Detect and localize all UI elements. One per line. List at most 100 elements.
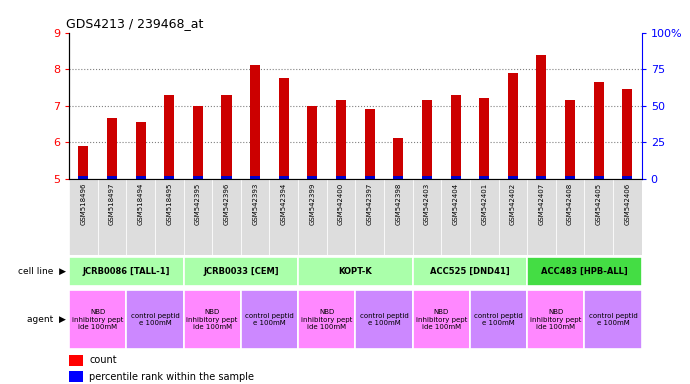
Bar (107, 118, 117, 179)
Bar (613, 179, 642, 255)
Bar (355, 290, 413, 349)
Bar (184, 257, 298, 286)
Bar (527, 179, 556, 255)
Text: GSM542398: GSM542398 (395, 182, 402, 225)
Bar (126, 179, 155, 255)
Bar (135, 122, 146, 179)
Bar (164, 95, 175, 179)
Text: GSM542396: GSM542396 (224, 182, 230, 225)
Text: GSM518496: GSM518496 (80, 182, 86, 225)
Bar (213, 179, 241, 255)
Bar (336, 100, 346, 179)
Bar (364, 175, 375, 179)
Bar (593, 82, 604, 179)
Bar (384, 179, 413, 255)
Text: cell line  ▶: cell line ▶ (17, 267, 66, 276)
Bar (78, 175, 88, 179)
Text: GSM518495: GSM518495 (166, 182, 172, 225)
Bar (155, 179, 184, 255)
Bar (527, 290, 584, 349)
Bar (565, 100, 575, 179)
Bar (336, 175, 346, 179)
Bar (413, 179, 442, 255)
Bar (279, 78, 289, 179)
Text: control peptid
e 100mM: control peptid e 100mM (359, 313, 408, 326)
Bar (69, 290, 126, 349)
Text: GSM542405: GSM542405 (595, 182, 602, 225)
Bar (270, 179, 298, 255)
Bar (135, 175, 146, 179)
Bar (451, 95, 461, 179)
Text: GSM542400: GSM542400 (338, 182, 344, 225)
Text: JCRB0086 [TALL-1]: JCRB0086 [TALL-1] (83, 267, 170, 276)
Bar (622, 89, 633, 179)
Text: agent  ▶: agent ▶ (27, 315, 66, 324)
Bar (107, 175, 117, 179)
Bar (470, 179, 498, 255)
Text: GSM542402: GSM542402 (510, 182, 516, 225)
Bar (622, 175, 633, 179)
Bar (250, 175, 260, 179)
Text: GSM542395: GSM542395 (195, 182, 201, 225)
Bar (307, 175, 317, 179)
Bar (499, 179, 527, 255)
Bar (508, 73, 518, 179)
Text: NBD
inhibitory pept
ide 100mM: NBD inhibitory pept ide 100mM (415, 309, 467, 330)
Text: percentile rank within the sample: percentile rank within the sample (89, 372, 254, 382)
Bar (422, 175, 432, 179)
Bar (279, 175, 289, 179)
Bar (584, 290, 642, 349)
Text: GSM542397: GSM542397 (366, 182, 373, 225)
Text: GSM542394: GSM542394 (281, 182, 287, 225)
Bar (422, 100, 432, 179)
Bar (413, 257, 527, 286)
Bar (69, 257, 184, 286)
Bar (126, 290, 184, 349)
Text: JCRB0033 [CEM]: JCRB0033 [CEM] (203, 267, 279, 276)
Text: GSM518497: GSM518497 (109, 182, 115, 225)
Bar (593, 175, 604, 179)
Bar (536, 175, 546, 179)
Bar (69, 371, 83, 382)
Text: GSM542401: GSM542401 (481, 182, 487, 225)
Bar (508, 175, 518, 179)
Bar (298, 290, 355, 349)
Text: NBD
inhibitory pept
ide 100mM: NBD inhibitory pept ide 100mM (530, 309, 582, 330)
Bar (470, 290, 527, 349)
Bar (584, 179, 613, 255)
Bar (442, 179, 470, 255)
Bar (479, 98, 489, 179)
Text: ACC525 [DND41]: ACC525 [DND41] (430, 267, 510, 276)
Text: count: count (89, 356, 117, 366)
Text: NBD
inhibitory pept
ide 100mM: NBD inhibitory pept ide 100mM (186, 309, 238, 330)
Bar (479, 175, 489, 179)
Bar (393, 175, 404, 179)
Text: NBD
inhibitory pept
ide 100mM: NBD inhibitory pept ide 100mM (72, 309, 124, 330)
Bar (298, 257, 413, 286)
Bar (164, 175, 175, 179)
Bar (241, 179, 270, 255)
Bar (193, 175, 203, 179)
Text: control peptid
e 100mM: control peptid e 100mM (474, 313, 523, 326)
Bar (536, 55, 546, 179)
Text: GDS4213 / 239468_at: GDS4213 / 239468_at (66, 17, 204, 30)
Text: control peptid
e 100mM: control peptid e 100mM (589, 313, 638, 326)
Bar (355, 179, 384, 255)
Text: GSM542399: GSM542399 (309, 182, 315, 225)
Text: GSM542403: GSM542403 (424, 182, 430, 225)
Bar (193, 106, 203, 179)
Bar (393, 139, 404, 179)
Text: GSM542408: GSM542408 (567, 182, 573, 225)
Text: GSM542404: GSM542404 (453, 182, 459, 225)
Bar (364, 109, 375, 179)
Bar (451, 175, 461, 179)
Bar (298, 179, 327, 255)
Bar (98, 179, 126, 255)
Bar (413, 290, 470, 349)
Text: GSM542393: GSM542393 (252, 182, 258, 225)
Bar (78, 146, 88, 179)
Text: GSM542407: GSM542407 (538, 182, 544, 225)
Bar (307, 106, 317, 179)
Bar (250, 66, 260, 179)
Text: control peptid
e 100mM: control peptid e 100mM (130, 313, 179, 326)
